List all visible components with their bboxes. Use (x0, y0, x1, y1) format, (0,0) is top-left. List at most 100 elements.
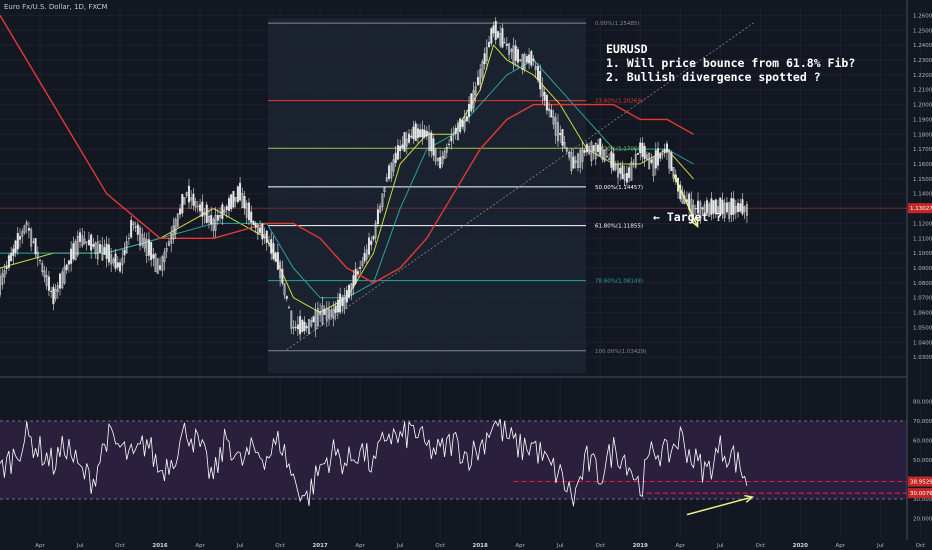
price-tick-label: 1.11000 (913, 236, 932, 242)
candle-body (332, 308, 335, 319)
candle-body (721, 199, 724, 214)
candle-body (12, 248, 15, 256)
candle-body (483, 53, 486, 65)
candle-body (368, 237, 371, 255)
candle-body (532, 58, 535, 61)
candle-body (441, 156, 444, 164)
candle-body (385, 177, 388, 182)
candle-body (299, 316, 302, 335)
candle-body (94, 242, 97, 254)
last-price-label: 1.13027 (910, 206, 932, 212)
candle-body (39, 260, 42, 261)
candle-body (23, 225, 26, 233)
candle-body (568, 152, 571, 158)
candle-body (305, 326, 308, 329)
candle-body (272, 243, 275, 260)
candle-body (708, 203, 711, 217)
candle-body (643, 145, 646, 160)
price-tick-label: 1.05000 (913, 325, 932, 331)
candle-body (247, 202, 250, 221)
candle-body (612, 153, 615, 171)
price-tick-label: 1.22000 (913, 73, 932, 79)
candle-body (530, 51, 533, 66)
candle-body (254, 223, 257, 228)
candle-body (310, 320, 313, 327)
candle-body (183, 197, 186, 205)
candle-body (730, 197, 733, 215)
candle-body (588, 146, 591, 154)
candle-body (621, 165, 624, 180)
candle-body (692, 204, 695, 215)
candle-body (201, 201, 204, 217)
candle-body (303, 321, 306, 331)
rsi-tick-label: 50.0000 (913, 458, 932, 464)
candle-body (545, 94, 548, 111)
price-tick-label: 1.20000 (913, 103, 932, 109)
candle-body (556, 122, 559, 142)
candle-body (374, 222, 377, 238)
candle-body (314, 310, 317, 330)
candle-body (443, 151, 446, 159)
candle-body (301, 320, 304, 332)
candle-body (670, 152, 673, 172)
rsi-value-badge (908, 476, 932, 487)
candle-body (214, 215, 217, 231)
candle-body (223, 209, 226, 213)
candle-body (494, 21, 497, 40)
price-series (0, 17, 748, 340)
candle-body (361, 261, 364, 267)
candle-body (61, 271, 64, 289)
candle-body (203, 212, 206, 216)
time-tick-label: Oct (916, 543, 926, 549)
candle-body (290, 310, 293, 329)
candle-body (576, 153, 579, 168)
candle-body (136, 224, 139, 235)
candle-body (739, 203, 742, 212)
time-tick-label: Oct (595, 543, 605, 549)
candle-body (1, 273, 4, 285)
price-tick-label: 1.25000 (913, 28, 932, 34)
annotation-heading: EURUSD (606, 42, 648, 56)
candle-body (174, 219, 177, 234)
candle-body (401, 144, 404, 149)
time-tick-label: Apr (35, 543, 45, 549)
candle-body (127, 238, 130, 239)
candle-body (32, 241, 35, 243)
candle-body (221, 204, 224, 220)
candle-body (650, 159, 653, 163)
price-tick-label: 1.03000 (913, 355, 932, 361)
price-tick-label: 1.24000 (913, 43, 932, 49)
candle-body (45, 275, 48, 286)
candle-body (165, 248, 168, 252)
candle-body (403, 132, 406, 152)
candle-body (252, 220, 255, 226)
candle-body (445, 147, 448, 153)
rsi-divergence-arrow (686, 496, 753, 516)
annotation-target: ← Target ? (653, 210, 723, 224)
candle-body (503, 42, 506, 44)
candle-body (363, 253, 366, 262)
candle-body (456, 122, 459, 141)
price-tick-label: 1.18000 (913, 132, 932, 138)
fib-label-6: 100.00%(1.03429) (595, 349, 647, 355)
candle-body (321, 305, 324, 325)
candle-body (432, 138, 435, 156)
rsi-tick-label: 20.0000 (913, 517, 932, 523)
candle-body (250, 211, 253, 223)
time-tick-label: Jul (556, 543, 564, 549)
candle-body (645, 154, 648, 160)
candle-body (648, 152, 651, 170)
time-tick-label: Oct (275, 543, 285, 549)
price-tick-label: 1.17000 (913, 147, 932, 153)
time-tick-label: Apr (836, 543, 846, 549)
candle-body (665, 143, 668, 153)
candle-body (181, 194, 184, 214)
rsi-series (0, 418, 907, 507)
candle-body (657, 148, 660, 166)
candle-body (187, 185, 190, 203)
candle-body (292, 326, 295, 329)
candle-body (439, 157, 442, 169)
fib-label-3: 50.00%(1.14457) (595, 185, 643, 191)
candle-body (392, 159, 395, 172)
candle-body (328, 308, 331, 319)
